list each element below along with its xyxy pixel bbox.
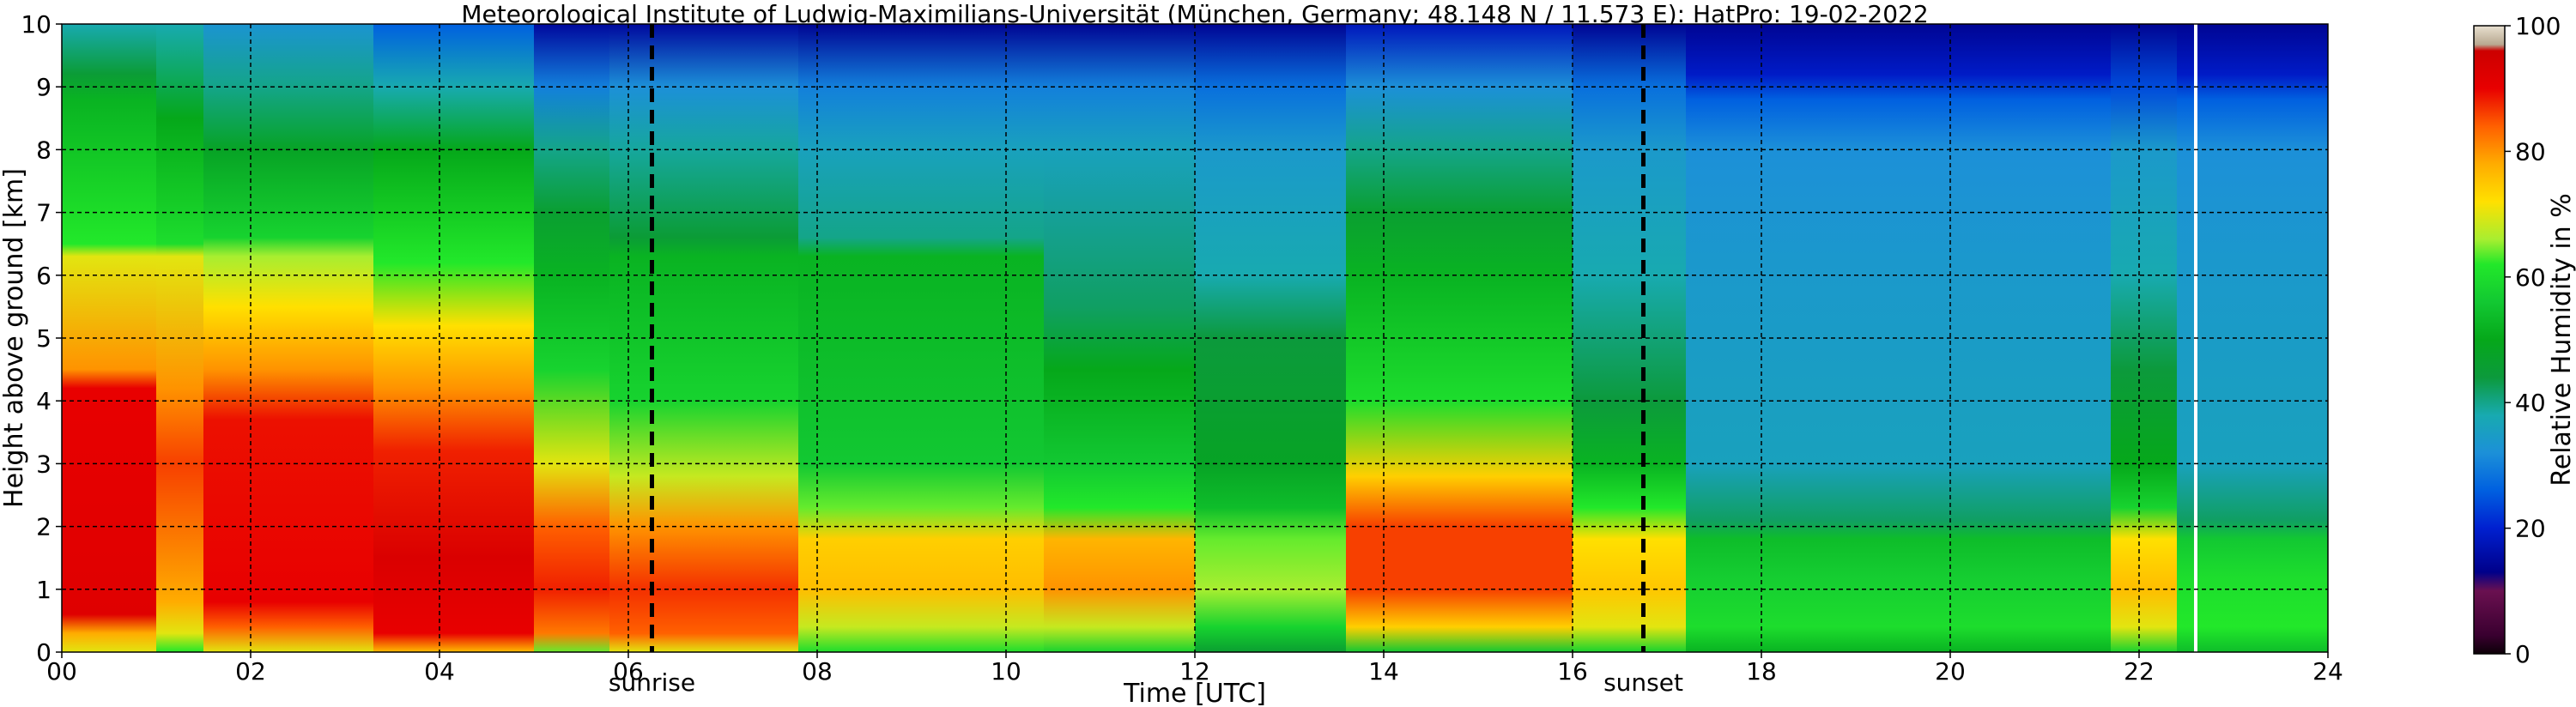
colorbar-tick-label: 80 (2515, 137, 2546, 166)
x-tick-label: 14 (1368, 657, 1399, 686)
y-tick-label: 10 (21, 10, 52, 39)
y-axis-title: Height above ground [km] (0, 168, 29, 508)
y-tick-label: 7 (36, 199, 52, 227)
heatmap-region (373, 24, 535, 652)
x-tick-label: 08 (802, 657, 833, 686)
x-tick-label: 16 (1557, 657, 1588, 686)
y-tick-label: 1 (36, 576, 52, 604)
y-tick-label: 3 (36, 450, 52, 478)
x-axis-ticks: 00 02 04 06 08 10 12 14 16 18 20 22 24 (46, 652, 2343, 686)
x-tick-label: 00 (46, 657, 77, 686)
x-tick-label: 04 (424, 657, 455, 686)
colorbar-tick-label: 40 (2515, 389, 2546, 417)
y-tick-label: 9 (36, 73, 52, 101)
sunrise-label: sunrise (609, 668, 695, 697)
y-tick-label: 4 (36, 387, 52, 415)
x-tick-label: 22 (2124, 657, 2155, 686)
x-axis-title: Time [UTC] (1123, 679, 1266, 707)
x-tick-label: 24 (2312, 657, 2343, 686)
x-tick-label: 02 (235, 657, 266, 686)
y-tick-label: 8 (36, 136, 52, 164)
x-tick-label: 12 (1179, 657, 1210, 686)
colorbar-ticks: 0 20 40 60 80 100 (2505, 12, 2561, 668)
y-axis-ticks: 0 1 2 3 4 5 6 7 8 9 10 (21, 10, 62, 667)
y-tick-label: 6 (36, 262, 52, 290)
x-tick-label: 20 (1935, 657, 1966, 686)
y-tick-label: 2 (36, 513, 52, 541)
colorbar-fill (2473, 25, 2506, 655)
y-tick-label: 5 (36, 324, 52, 353)
colorbar-title: Relative Humidity in % (2547, 193, 2576, 486)
colorbar: 0 20 40 60 80 100 Relative Humidity in % (2473, 12, 2576, 668)
sunset-label: sunset (1603, 668, 1683, 697)
colorbar-tick-label: 100 (2515, 12, 2561, 40)
colorbar-tick-label: 0 (2515, 640, 2531, 668)
y-tick-label: 0 (36, 638, 52, 667)
colorbar-tick-label: 60 (2515, 263, 2546, 292)
grid-lines (62, 24, 2328, 652)
colorbar-tick-label: 20 (2515, 515, 2546, 543)
day-night-markers: sunrise sunset (609, 24, 1683, 697)
x-tick-label: 10 (991, 657, 1021, 686)
x-tick-label: 06 (613, 657, 644, 686)
x-tick-label: 18 (1746, 657, 1777, 686)
